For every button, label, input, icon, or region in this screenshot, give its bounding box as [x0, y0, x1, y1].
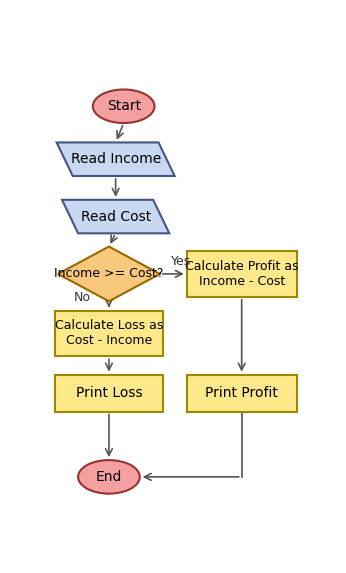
- Text: Print Profit: Print Profit: [205, 386, 278, 400]
- Ellipse shape: [93, 89, 155, 123]
- FancyBboxPatch shape: [55, 311, 163, 356]
- Text: Start: Start: [107, 99, 141, 113]
- Text: Yes: Yes: [171, 255, 191, 268]
- Text: Calculate Profit as
Income - Cost: Calculate Profit as Income - Cost: [185, 260, 299, 288]
- Polygon shape: [58, 246, 160, 301]
- Text: Read Income: Read Income: [71, 152, 161, 166]
- Polygon shape: [57, 143, 175, 176]
- Polygon shape: [62, 200, 169, 233]
- FancyBboxPatch shape: [55, 375, 163, 411]
- FancyBboxPatch shape: [187, 375, 297, 411]
- FancyBboxPatch shape: [187, 251, 297, 297]
- Text: Calculate Loss as
Cost - Income: Calculate Loss as Cost - Income: [55, 320, 163, 347]
- Text: End: End: [96, 470, 122, 484]
- Text: Read Cost: Read Cost: [81, 210, 151, 223]
- Ellipse shape: [78, 460, 140, 494]
- Text: Income >= Cost?: Income >= Cost?: [54, 268, 164, 280]
- Text: Print Loss: Print Loss: [76, 386, 142, 400]
- Text: No: No: [74, 291, 91, 304]
